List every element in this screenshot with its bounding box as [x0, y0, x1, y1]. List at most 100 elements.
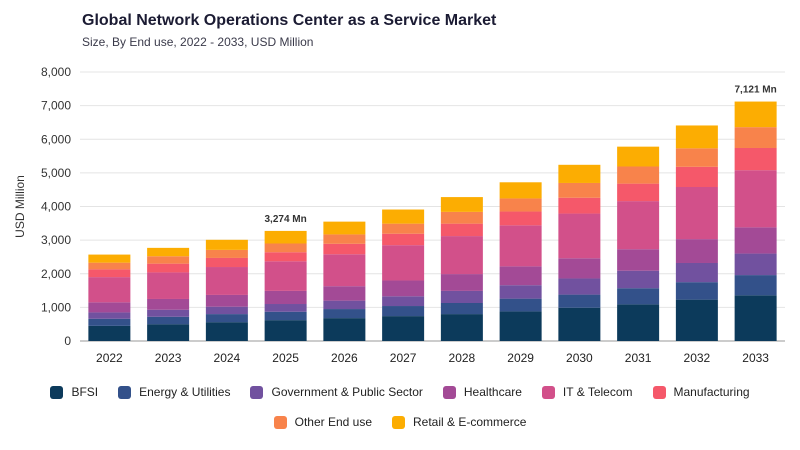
legend-swatch — [50, 385, 64, 399]
x-tick-label: 2024 — [214, 351, 241, 365]
bar-segment — [88, 277, 131, 303]
y-tick-label: 8,000 — [41, 65, 71, 79]
bar-segment — [88, 302, 131, 313]
bar-segment — [205, 322, 248, 341]
bar-segment — [323, 243, 366, 255]
y-tick-label: 0 — [64, 334, 71, 348]
bar-segment — [147, 263, 190, 273]
legend: BFSI Energy & Utilities Government & Publi… — [0, 385, 800, 399]
x-tick-label: 2026 — [331, 351, 358, 365]
bar-segment — [499, 298, 542, 312]
bar-segment — [734, 253, 777, 276]
bar-segment — [558, 213, 601, 259]
bar-segment — [499, 285, 542, 299]
bar-segment — [734, 275, 777, 296]
legend-label: Energy & Utilities — [139, 385, 231, 399]
bar-segment — [88, 312, 131, 319]
bar-segment — [147, 256, 190, 264]
bar-segment — [617, 146, 660, 167]
y-tick-label: 4,000 — [41, 200, 71, 214]
bar-segment — [147, 272, 190, 299]
bar-segment — [440, 211, 483, 224]
bar-segment — [499, 198, 542, 212]
x-tick-label: 2023 — [155, 351, 182, 365]
legend-swatch — [273, 415, 287, 429]
bar-segment — [88, 318, 131, 326]
bar-segment — [382, 233, 425, 246]
chart-title: Global Network Operations Center as a Se… — [82, 12, 497, 29]
bar-segment — [617, 183, 660, 202]
bar-segment — [617, 249, 660, 271]
bar-segment — [264, 290, 307, 305]
y-tick-label: 7,000 — [41, 99, 71, 113]
bar-segment — [205, 249, 248, 258]
bar-segment — [323, 221, 366, 235]
y-axis-label: USD Million — [13, 175, 27, 238]
bar-segment — [88, 269, 131, 278]
y-tick-label: 5,000 — [41, 166, 71, 180]
bar-segment — [440, 290, 483, 304]
bar-segment — [382, 306, 425, 317]
x-tick-label: 2033 — [742, 351, 769, 365]
legend-item: BFSI — [50, 385, 98, 399]
bar-segment — [734, 147, 777, 171]
bar-segment — [88, 254, 131, 263]
bar-segment — [205, 257, 248, 268]
bar-segment — [558, 197, 601, 214]
bar-segment — [499, 311, 542, 341]
legend-item: Manufacturing — [652, 385, 750, 399]
bar-segment — [382, 316, 425, 341]
y-tick-label: 6,000 — [41, 132, 71, 146]
bar-segment — [675, 282, 718, 300]
bar-segment — [88, 325, 131, 341]
bar-segment — [675, 148, 718, 167]
chart-subtitle: Size, By End use, 2022 - 2033, USD Milli… — [82, 35, 314, 49]
legend-swatch — [652, 385, 666, 399]
bar-segment — [88, 262, 131, 270]
bar-segment — [675, 125, 718, 149]
bar-segment — [617, 166, 660, 184]
bar-segment — [440, 223, 483, 237]
bar-segment — [264, 252, 307, 262]
y-tick-label: 2,000 — [41, 267, 71, 281]
legend-label: Retail & E-commerce — [413, 415, 527, 429]
bar-segment — [382, 209, 425, 224]
legend-swatch — [442, 385, 456, 399]
bar-segment — [675, 262, 718, 283]
data-label: 3,274 Mn — [265, 214, 307, 225]
bar-segment — [734, 227, 777, 254]
bar-segment — [440, 303, 483, 315]
legend-label: Government & Public Sector — [271, 385, 423, 399]
bar-segment — [675, 166, 718, 187]
legend-swatch — [118, 385, 132, 399]
bar-segment — [382, 223, 425, 234]
bar-segment — [264, 311, 307, 321]
x-tick-label: 2028 — [449, 351, 476, 365]
legend-label: Manufacturing — [673, 385, 750, 399]
legend-label: Healthcare — [463, 385, 522, 399]
legend-label: BFSI — [71, 385, 99, 399]
bar-segment — [264, 230, 307, 244]
bar-segment — [440, 236, 483, 275]
bar-segment — [558, 278, 601, 295]
bar-segment — [147, 309, 190, 317]
x-tick-label: 2025 — [272, 351, 299, 365]
legend-swatch — [392, 415, 405, 429]
bar-segment — [205, 267, 248, 295]
bar-segment — [440, 197, 483, 212]
bar-segment — [323, 234, 366, 244]
bar-segment — [264, 243, 307, 253]
bar-segment — [440, 314, 483, 341]
bar-segment — [558, 307, 601, 341]
x-tick-label: 2029 — [507, 351, 534, 365]
bar-segment — [264, 320, 307, 341]
legend-label: Other End use — [294, 415, 372, 429]
bar-segment — [264, 304, 307, 312]
legend-item: Government & Public Sector — [250, 385, 423, 399]
bar-segment — [617, 270, 660, 289]
bar-segment — [499, 182, 542, 199]
bar-segment — [323, 286, 366, 301]
bar-segment — [205, 239, 248, 250]
bar-segment — [734, 295, 777, 341]
bar-segment — [440, 274, 483, 291]
